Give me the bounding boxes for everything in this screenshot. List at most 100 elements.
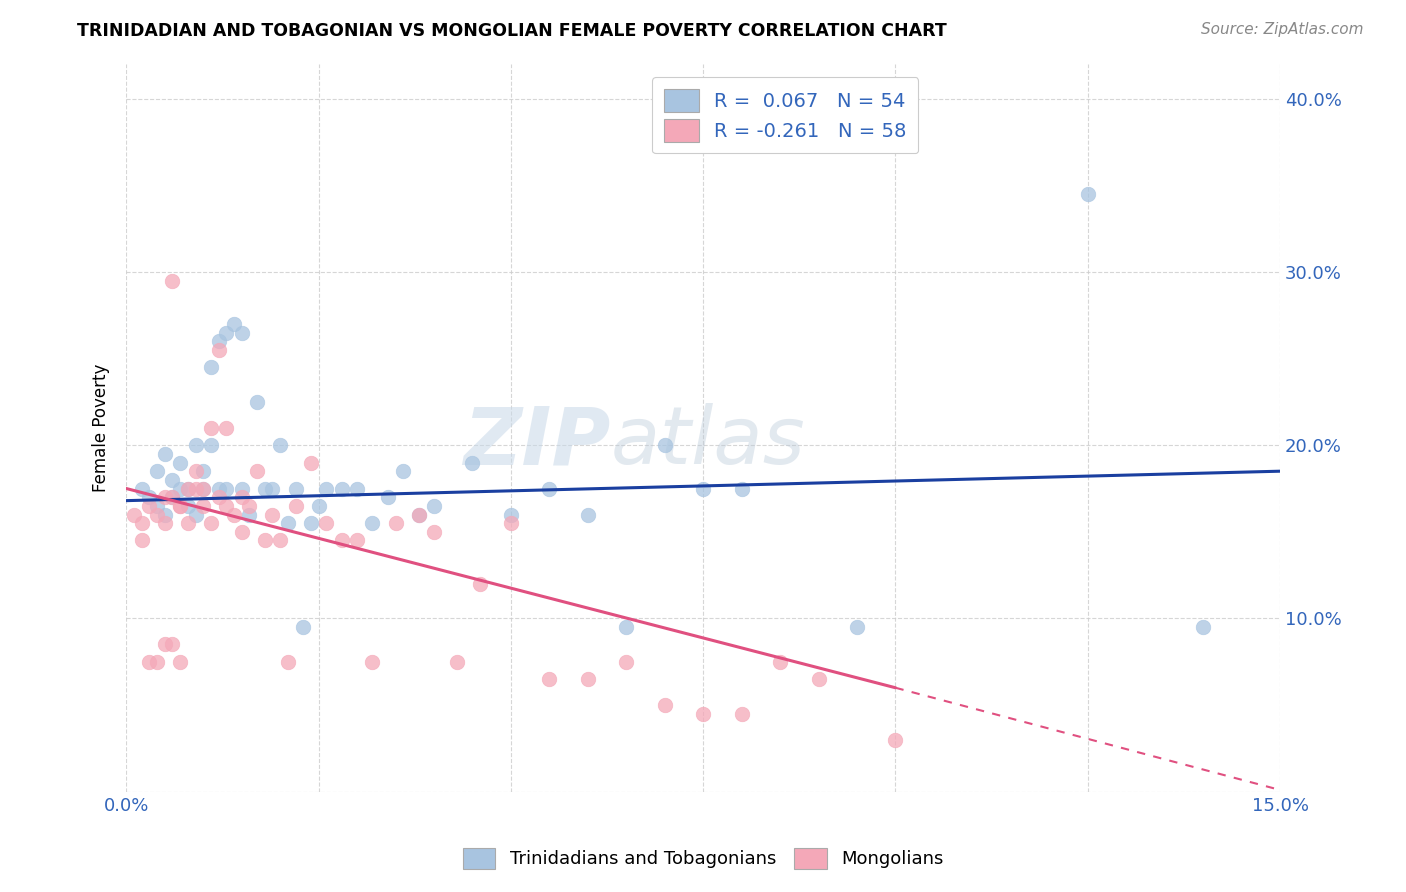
Point bbox=[162, 490, 184, 504]
Point bbox=[215, 482, 238, 496]
Point bbox=[408, 508, 430, 522]
Point bbox=[269, 438, 291, 452]
Point bbox=[308, 499, 330, 513]
Point bbox=[468, 576, 491, 591]
Point bbox=[200, 516, 222, 531]
Point bbox=[231, 326, 253, 340]
Point bbox=[153, 490, 176, 504]
Point bbox=[162, 490, 184, 504]
Point bbox=[346, 533, 368, 548]
Point bbox=[284, 499, 307, 513]
Point bbox=[177, 499, 200, 513]
Point bbox=[253, 533, 276, 548]
Point bbox=[131, 482, 153, 496]
Point bbox=[576, 508, 599, 522]
Point bbox=[169, 655, 191, 669]
Point bbox=[200, 360, 222, 375]
Point bbox=[207, 334, 229, 349]
Point bbox=[193, 499, 215, 513]
Point bbox=[138, 499, 160, 513]
Point bbox=[769, 655, 792, 669]
Point bbox=[215, 499, 238, 513]
Point bbox=[361, 516, 384, 531]
Y-axis label: Female Poverty: Female Poverty bbox=[93, 364, 110, 492]
Point bbox=[576, 672, 599, 686]
Point bbox=[169, 482, 191, 496]
Point bbox=[162, 637, 184, 651]
Point bbox=[884, 732, 907, 747]
Point bbox=[131, 516, 153, 531]
Point bbox=[346, 482, 368, 496]
Point bbox=[654, 438, 676, 452]
Point bbox=[614, 620, 637, 634]
Point bbox=[169, 456, 191, 470]
Point bbox=[277, 516, 299, 531]
Point bbox=[614, 655, 637, 669]
Point bbox=[162, 274, 184, 288]
Point bbox=[277, 655, 299, 669]
Point bbox=[538, 482, 561, 496]
Point bbox=[246, 464, 269, 478]
Point bbox=[177, 516, 200, 531]
Point bbox=[153, 637, 176, 651]
Point bbox=[692, 706, 714, 721]
Point bbox=[238, 499, 260, 513]
Point bbox=[408, 508, 430, 522]
Point bbox=[269, 533, 291, 548]
Point bbox=[184, 438, 207, 452]
Legend: R =  0.067   N = 54, R = -0.261   N = 58: R = 0.067 N = 54, R = -0.261 N = 58 bbox=[652, 78, 918, 153]
Point bbox=[1077, 186, 1099, 201]
Point bbox=[153, 508, 176, 522]
Point bbox=[499, 516, 522, 531]
Point bbox=[200, 421, 222, 435]
Point bbox=[193, 464, 215, 478]
Point bbox=[131, 533, 153, 548]
Point bbox=[184, 482, 207, 496]
Legend: Trinidadians and Tobagonians, Mongolians: Trinidadians and Tobagonians, Mongolians bbox=[456, 840, 950, 876]
Text: Source: ZipAtlas.com: Source: ZipAtlas.com bbox=[1201, 22, 1364, 37]
Point bbox=[315, 482, 337, 496]
Point bbox=[377, 490, 399, 504]
Point bbox=[184, 464, 207, 478]
Point bbox=[392, 464, 415, 478]
Point bbox=[146, 499, 169, 513]
Point bbox=[207, 490, 229, 504]
Point bbox=[730, 706, 752, 721]
Point bbox=[169, 499, 191, 513]
Point bbox=[231, 490, 253, 504]
Point bbox=[207, 343, 229, 357]
Point bbox=[315, 516, 337, 531]
Point bbox=[299, 456, 322, 470]
Point bbox=[193, 482, 215, 496]
Point bbox=[153, 516, 176, 531]
Point bbox=[231, 524, 253, 539]
Point bbox=[284, 482, 307, 496]
Point bbox=[299, 516, 322, 531]
Point bbox=[846, 620, 869, 634]
Point bbox=[654, 698, 676, 712]
Point bbox=[146, 464, 169, 478]
Point bbox=[207, 482, 229, 496]
Point bbox=[177, 482, 200, 496]
Point bbox=[499, 508, 522, 522]
Point bbox=[146, 508, 169, 522]
Point bbox=[461, 456, 484, 470]
Point bbox=[122, 508, 145, 522]
Point bbox=[246, 395, 269, 409]
Point bbox=[153, 447, 176, 461]
Point bbox=[177, 482, 200, 496]
Point bbox=[423, 524, 446, 539]
Point bbox=[692, 482, 714, 496]
Point bbox=[215, 421, 238, 435]
Point bbox=[446, 655, 468, 669]
Point bbox=[538, 672, 561, 686]
Point bbox=[231, 482, 253, 496]
Text: TRINIDADIAN AND TOBAGONIAN VS MONGOLIAN FEMALE POVERTY CORRELATION CHART: TRINIDADIAN AND TOBAGONIAN VS MONGOLIAN … bbox=[77, 22, 948, 40]
Point bbox=[222, 508, 245, 522]
Point bbox=[1192, 620, 1215, 634]
Point bbox=[138, 490, 160, 504]
Point bbox=[292, 620, 315, 634]
Point bbox=[138, 655, 160, 669]
Text: atlas: atlas bbox=[610, 403, 806, 482]
Point bbox=[162, 473, 184, 487]
